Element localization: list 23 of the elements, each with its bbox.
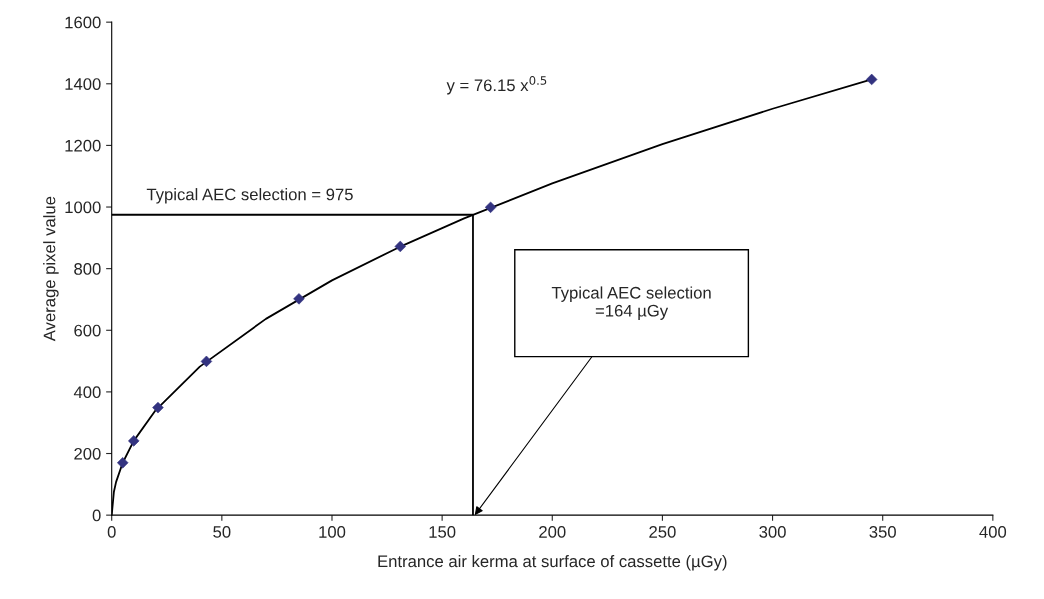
y-tick-label: 1000 [65,201,101,214]
y-tick-label: 1400 [65,78,101,90]
x-tick-label: 350 [869,526,896,538]
y-tick-label: 400 [73,386,101,399]
y-axis-title: Average pixel value [43,196,59,342]
y-tick-label: 1200 [65,139,101,152]
annotation: y = 76.15 x$^{0.5}$ [446,76,547,95]
y-tick-label: 1600 [65,16,101,29]
y-tick-label: 800 [74,263,101,275]
x-axis-title: Entrance air kerma at surface of cassette (µGy) [378,554,727,571]
x-tick-label: 0 [107,526,116,538]
x-tick-label: 100 [319,526,346,538]
y-tick-label: 600 [74,324,101,337]
x-tick-label: 150 [429,526,456,538]
annotation: Typical AEC selection =164 µGy [551,286,711,320]
annotation: Typical AEC selection = 975 [146,188,353,204]
x-tick-label: 250 [649,526,676,538]
x-tick-label: 300 [759,526,786,538]
y-tick-label: 200 [74,447,101,460]
x-tick-label: 400 [979,526,1007,538]
y-tick-label: 0 [92,509,101,522]
x-tick-label: 50 [213,526,231,538]
x-tick-label: 200 [539,526,566,538]
